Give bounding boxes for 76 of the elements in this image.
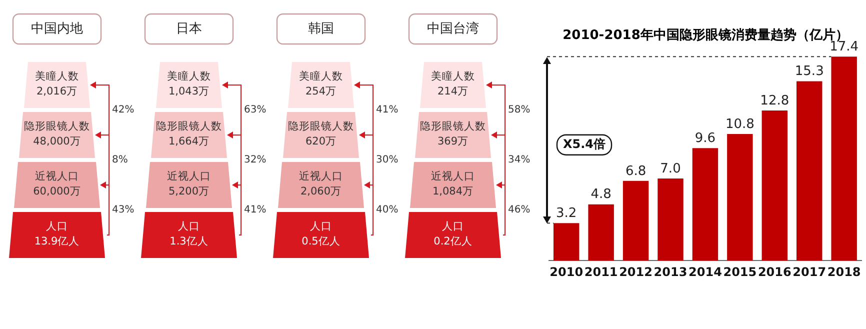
text: 32% bbox=[244, 154, 266, 166]
text: 46% bbox=[508, 204, 530, 216]
data-label: 17.4 bbox=[830, 40, 859, 55]
text: 2,060万 bbox=[300, 186, 342, 198]
text: 中国台湾 bbox=[427, 20, 479, 36]
category-label: 美瞳人数 bbox=[431, 70, 475, 83]
text: 13.9亿人 bbox=[34, 236, 80, 248]
text: 5,200万 bbox=[168, 186, 210, 198]
text: 58% bbox=[508, 104, 530, 116]
text: 214万 bbox=[437, 86, 469, 98]
bar bbox=[553, 223, 580, 261]
text: 1,043万 bbox=[168, 86, 210, 98]
text: 0.5亿人 bbox=[302, 236, 340, 248]
text: 日本 bbox=[176, 21, 202, 36]
category-label: 隐形眼镜人数 bbox=[288, 120, 354, 133]
data-label: 7.0 bbox=[660, 161, 681, 176]
data-label: 12.8 bbox=[760, 93, 790, 108]
text: 48,000万 bbox=[33, 136, 81, 148]
category-label: 近视人口 bbox=[167, 170, 211, 183]
bar bbox=[622, 180, 649, 261]
x-tick-label: 2011 bbox=[584, 264, 618, 279]
x-tick-label: 2013 bbox=[654, 264, 688, 279]
text: 8% bbox=[112, 154, 128, 166]
text: 1.3亿人 bbox=[170, 236, 208, 248]
bar bbox=[762, 110, 788, 261]
category-label: 隐形眼镜人数 bbox=[420, 120, 486, 133]
category-label: 美瞳人数 bbox=[299, 70, 343, 83]
x-tick-label: 2016 bbox=[758, 264, 792, 279]
bar bbox=[692, 148, 718, 261]
data-label: 15.3 bbox=[794, 64, 824, 80]
data-label: 9.6 bbox=[694, 130, 716, 146]
text: 63% bbox=[244, 104, 266, 116]
text: 0.2亿人 bbox=[434, 236, 472, 248]
text: 2,016万 bbox=[36, 86, 78, 98]
bar bbox=[658, 178, 684, 261]
bar bbox=[831, 56, 857, 261]
category-label: 近视人口 bbox=[35, 170, 79, 183]
data-label: 10.8 bbox=[725, 116, 754, 132]
text: 60,000万 bbox=[33, 186, 81, 198]
bar bbox=[727, 134, 753, 261]
text: 369万 bbox=[437, 136, 469, 148]
category-label: 人口 bbox=[46, 220, 68, 233]
text: 30% bbox=[376, 154, 398, 166]
text: 41% bbox=[244, 204, 266, 216]
x-tick-label: 2017 bbox=[792, 264, 826, 279]
text: 42% bbox=[112, 104, 134, 116]
category-label: 人口 bbox=[442, 220, 464, 233]
category-label: 隐形眼镜人数 bbox=[156, 120, 222, 133]
data-label: 6.8 bbox=[625, 164, 646, 179]
x-tick-label: 2018 bbox=[827, 264, 861, 279]
x-tick-label: 2014 bbox=[688, 264, 722, 279]
text: 1,664万 bbox=[168, 136, 210, 148]
category-label: 人口 bbox=[178, 220, 200, 233]
x-tick-label: 2012 bbox=[619, 264, 652, 279]
text: 620万 bbox=[305, 136, 337, 148]
text: 41% bbox=[376, 104, 398, 116]
text: 34% bbox=[508, 154, 530, 166]
bar bbox=[796, 81, 822, 261]
category-label: 美瞳人数 bbox=[167, 70, 211, 83]
text: 43% bbox=[112, 204, 134, 216]
bar bbox=[588, 204, 614, 261]
text: 1,084万 bbox=[432, 186, 474, 198]
text: 254万 bbox=[305, 86, 337, 98]
category-label: 美瞳人数 bbox=[35, 70, 79, 83]
x-tick-label: 2010 bbox=[550, 264, 584, 279]
x-tick-label: 2015 bbox=[723, 264, 757, 279]
category-label: 近视人口 bbox=[299, 170, 343, 183]
category-label: 隐形眼镜人数 bbox=[24, 120, 90, 133]
category-label: 人口 bbox=[310, 220, 332, 233]
text: 中国内地 bbox=[31, 21, 83, 36]
text: 40% bbox=[376, 204, 398, 216]
data-label: 3.2 bbox=[556, 206, 577, 221]
text: 韩国 bbox=[308, 21, 334, 36]
category-label: 近视人口 bbox=[431, 170, 475, 183]
annotation: X5.4倍 bbox=[562, 136, 606, 151]
data-label: 4.8 bbox=[590, 187, 612, 202]
